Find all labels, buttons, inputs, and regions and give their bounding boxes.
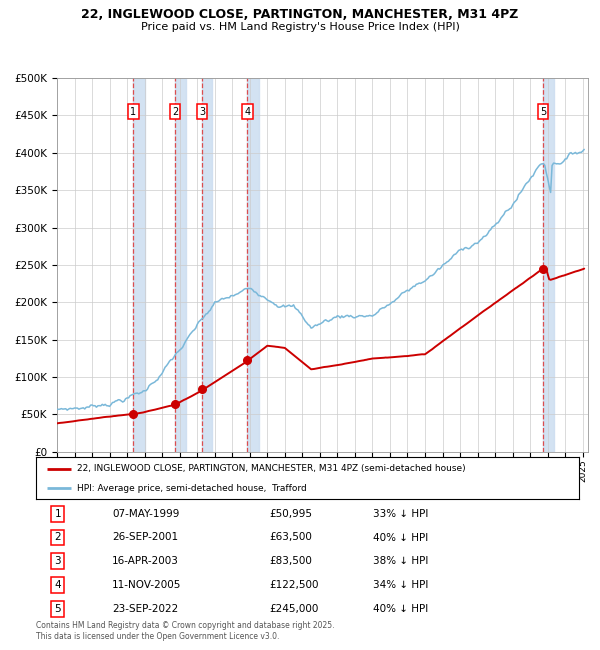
Text: 22, INGLEWOOD CLOSE, PARTINGTON, MANCHESTER, M31 4PZ: 22, INGLEWOOD CLOSE, PARTINGTON, MANCHES… <box>82 8 518 21</box>
Text: 16-APR-2003: 16-APR-2003 <box>112 556 179 566</box>
Text: 40% ↓ HPI: 40% ↓ HPI <box>373 604 428 614</box>
Text: £63,500: £63,500 <box>269 532 313 543</box>
Text: 2: 2 <box>172 107 178 116</box>
Bar <box>543 78 554 452</box>
Text: Price paid vs. HM Land Registry's House Price Index (HPI): Price paid vs. HM Land Registry's House … <box>140 22 460 32</box>
Text: 23-SEP-2022: 23-SEP-2022 <box>112 604 178 614</box>
Text: 22, INGLEWOOD CLOSE, PARTINGTON, MANCHESTER, M31 4PZ (semi-detached house): 22, INGLEWOOD CLOSE, PARTINGTON, MANCHES… <box>77 464 466 473</box>
Bar <box>133 78 145 452</box>
Bar <box>175 78 187 452</box>
Text: £50,995: £50,995 <box>269 509 313 519</box>
Text: Contains HM Land Registry data © Crown copyright and database right 2025.: Contains HM Land Registry data © Crown c… <box>36 621 335 630</box>
Text: 4: 4 <box>244 107 250 116</box>
Text: 5: 5 <box>55 604 61 614</box>
Text: 40% ↓ HPI: 40% ↓ HPI <box>373 532 428 543</box>
Text: £83,500: £83,500 <box>269 556 313 566</box>
Text: 5: 5 <box>540 107 546 116</box>
Bar <box>247 78 259 452</box>
Text: This data is licensed under the Open Government Licence v3.0.: This data is licensed under the Open Gov… <box>36 632 280 641</box>
Bar <box>202 78 212 452</box>
Text: 2: 2 <box>55 532 61 543</box>
Text: 4: 4 <box>55 580 61 590</box>
Text: 3: 3 <box>199 107 205 116</box>
Text: 34% ↓ HPI: 34% ↓ HPI <box>373 580 428 590</box>
Text: £245,000: £245,000 <box>269 604 319 614</box>
Text: 11-NOV-2005: 11-NOV-2005 <box>112 580 181 590</box>
Text: 38% ↓ HPI: 38% ↓ HPI <box>373 556 428 566</box>
Text: 1: 1 <box>55 509 61 519</box>
Text: 26-SEP-2001: 26-SEP-2001 <box>112 532 178 543</box>
Text: 3: 3 <box>55 556 61 566</box>
Text: HPI: Average price, semi-detached house,  Trafford: HPI: Average price, semi-detached house,… <box>77 484 307 493</box>
Text: 1: 1 <box>130 107 136 116</box>
Text: 07-MAY-1999: 07-MAY-1999 <box>112 509 179 519</box>
Text: 33% ↓ HPI: 33% ↓ HPI <box>373 509 428 519</box>
Text: £122,500: £122,500 <box>269 580 319 590</box>
